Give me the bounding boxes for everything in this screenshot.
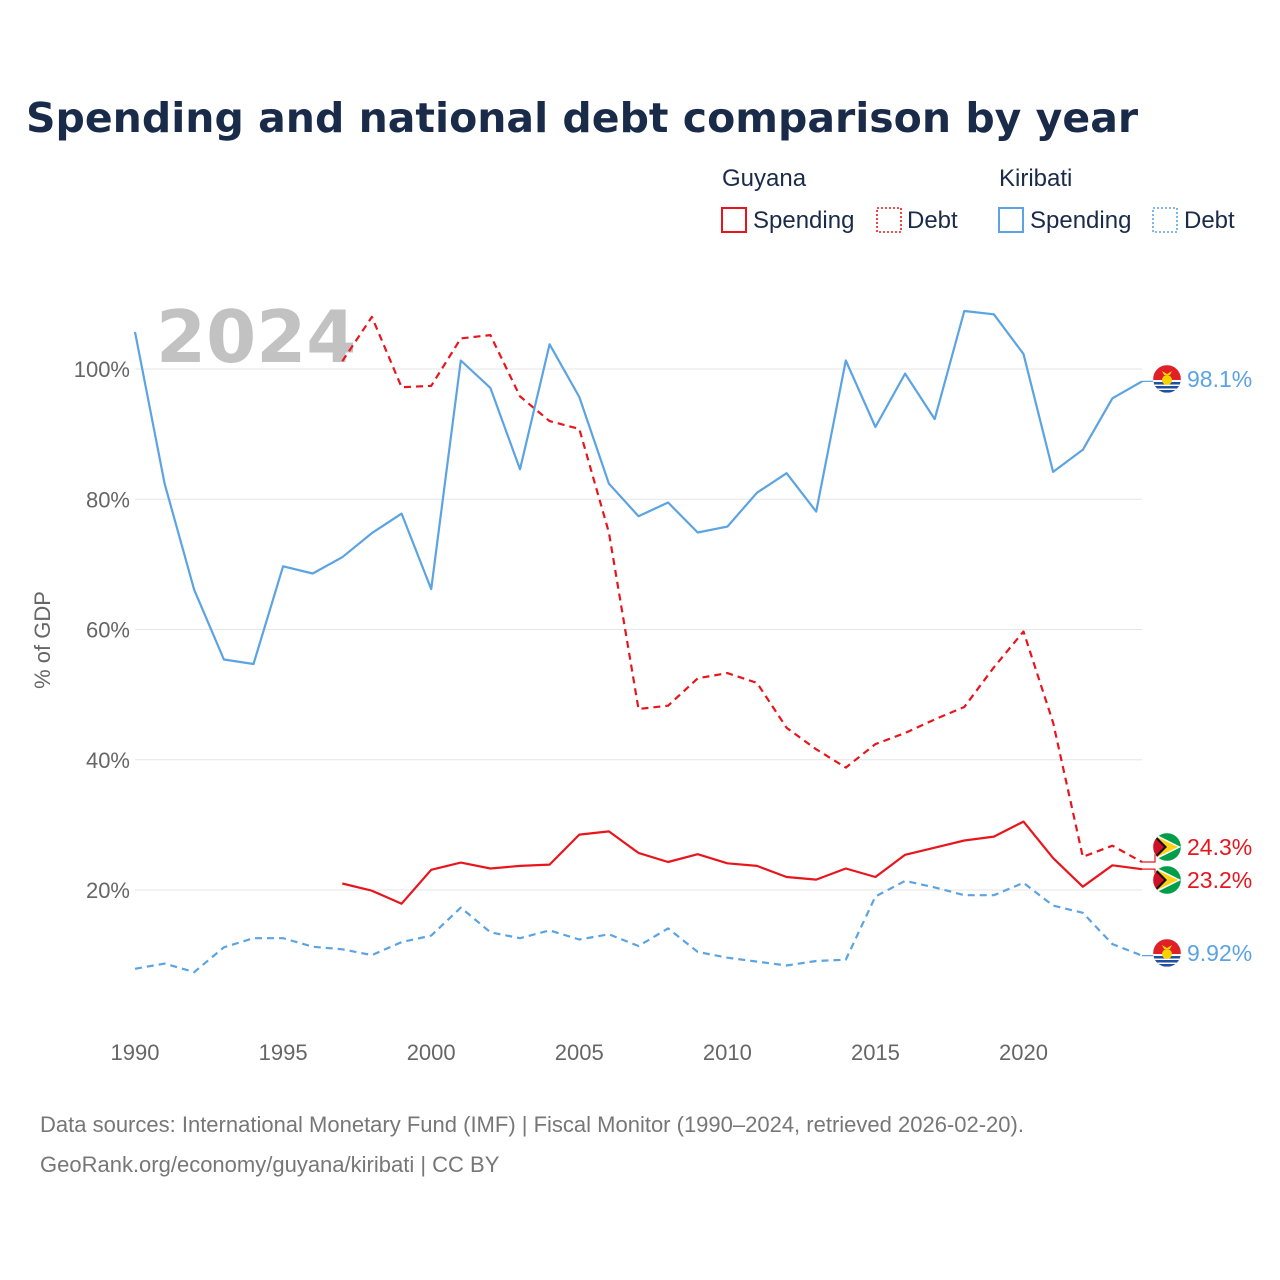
y-axis-ticks: 20% 40% 60% 80% 100% [74, 357, 130, 903]
x-axis-ticks: 1990 1995 2000 2005 2010 2015 2020 [111, 1040, 1048, 1065]
legend: Guyana Spending Debt Kiribati Spending D… [721, 165, 1235, 234]
legend-label-guyana-debt: Debt [907, 207, 958, 234]
flag-markers [1152, 364, 1182, 968]
chart-title: Spending and national debt comparison by… [26, 94, 1139, 142]
x-tick-label: 2010 [703, 1040, 752, 1065]
source-line-1: Data sources: International Monetary Fun… [40, 1112, 1024, 1137]
kiribati-flag-icon [1152, 938, 1182, 968]
y-tick-label: 80% [86, 487, 130, 512]
legend-label-kiribati-spending: Spending [1030, 207, 1131, 234]
grid [135, 368, 1142, 891]
y-tick-label: 100% [74, 357, 130, 382]
legend-group-kiribati: Kiribati [999, 165, 1072, 192]
end-label-guyana-spending: 23.2% [1187, 867, 1252, 893]
legend-label-kiribati-debt: Debt [1184, 207, 1235, 234]
guyana-flag-icon [1152, 832, 1182, 862]
series-line-kiribati-spending [133, 309, 1143, 666]
legend-swatch-kiribati-debt [1152, 207, 1178, 233]
x-tick-label: 1990 [111, 1040, 160, 1065]
legend-swatch-guyana-debt [876, 207, 902, 233]
series-line-guyana-debt [341, 315, 1143, 863]
guyana-flag-icon [1152, 865, 1182, 895]
x-tick-label: 1995 [259, 1040, 308, 1065]
source-line-2: GeoRank.org/economy/guyana/kiribati | CC… [40, 1152, 500, 1177]
legend-swatch-kiribati-spending [998, 207, 1024, 233]
end-labels: 23.2% 24.3% 98.1% 9.92% [1187, 366, 1252, 966]
x-tick-label: 2005 [555, 1040, 604, 1065]
end-label-kiribati-spending: 98.1% [1187, 366, 1252, 392]
legend-label-guyana-spending: Spending [753, 207, 854, 234]
series-lines [133, 309, 1143, 974]
y-tick-label: 20% [86, 878, 130, 903]
y-tick-label: 40% [86, 748, 130, 773]
year-overlay: 2024 [156, 295, 356, 379]
x-tick-label: 2020 [999, 1040, 1048, 1065]
y-axis-label: % of GDP [30, 591, 55, 689]
kiribati-flag-icon [1152, 364, 1182, 394]
legend-swatch-guyana-spending [721, 207, 747, 233]
series-line-kiribati-debt [134, 879, 1143, 974]
end-label-guyana-debt: 24.3% [1187, 834, 1252, 860]
x-tick-label: 2000 [407, 1040, 456, 1065]
x-tick-label: 2015 [851, 1040, 900, 1065]
legend-group-guyana: Guyana [722, 165, 807, 192]
y-tick-label: 60% [86, 618, 130, 643]
series-line-guyana-spending [342, 820, 1143, 905]
end-label-kiribati-debt: 9.92% [1187, 940, 1252, 966]
